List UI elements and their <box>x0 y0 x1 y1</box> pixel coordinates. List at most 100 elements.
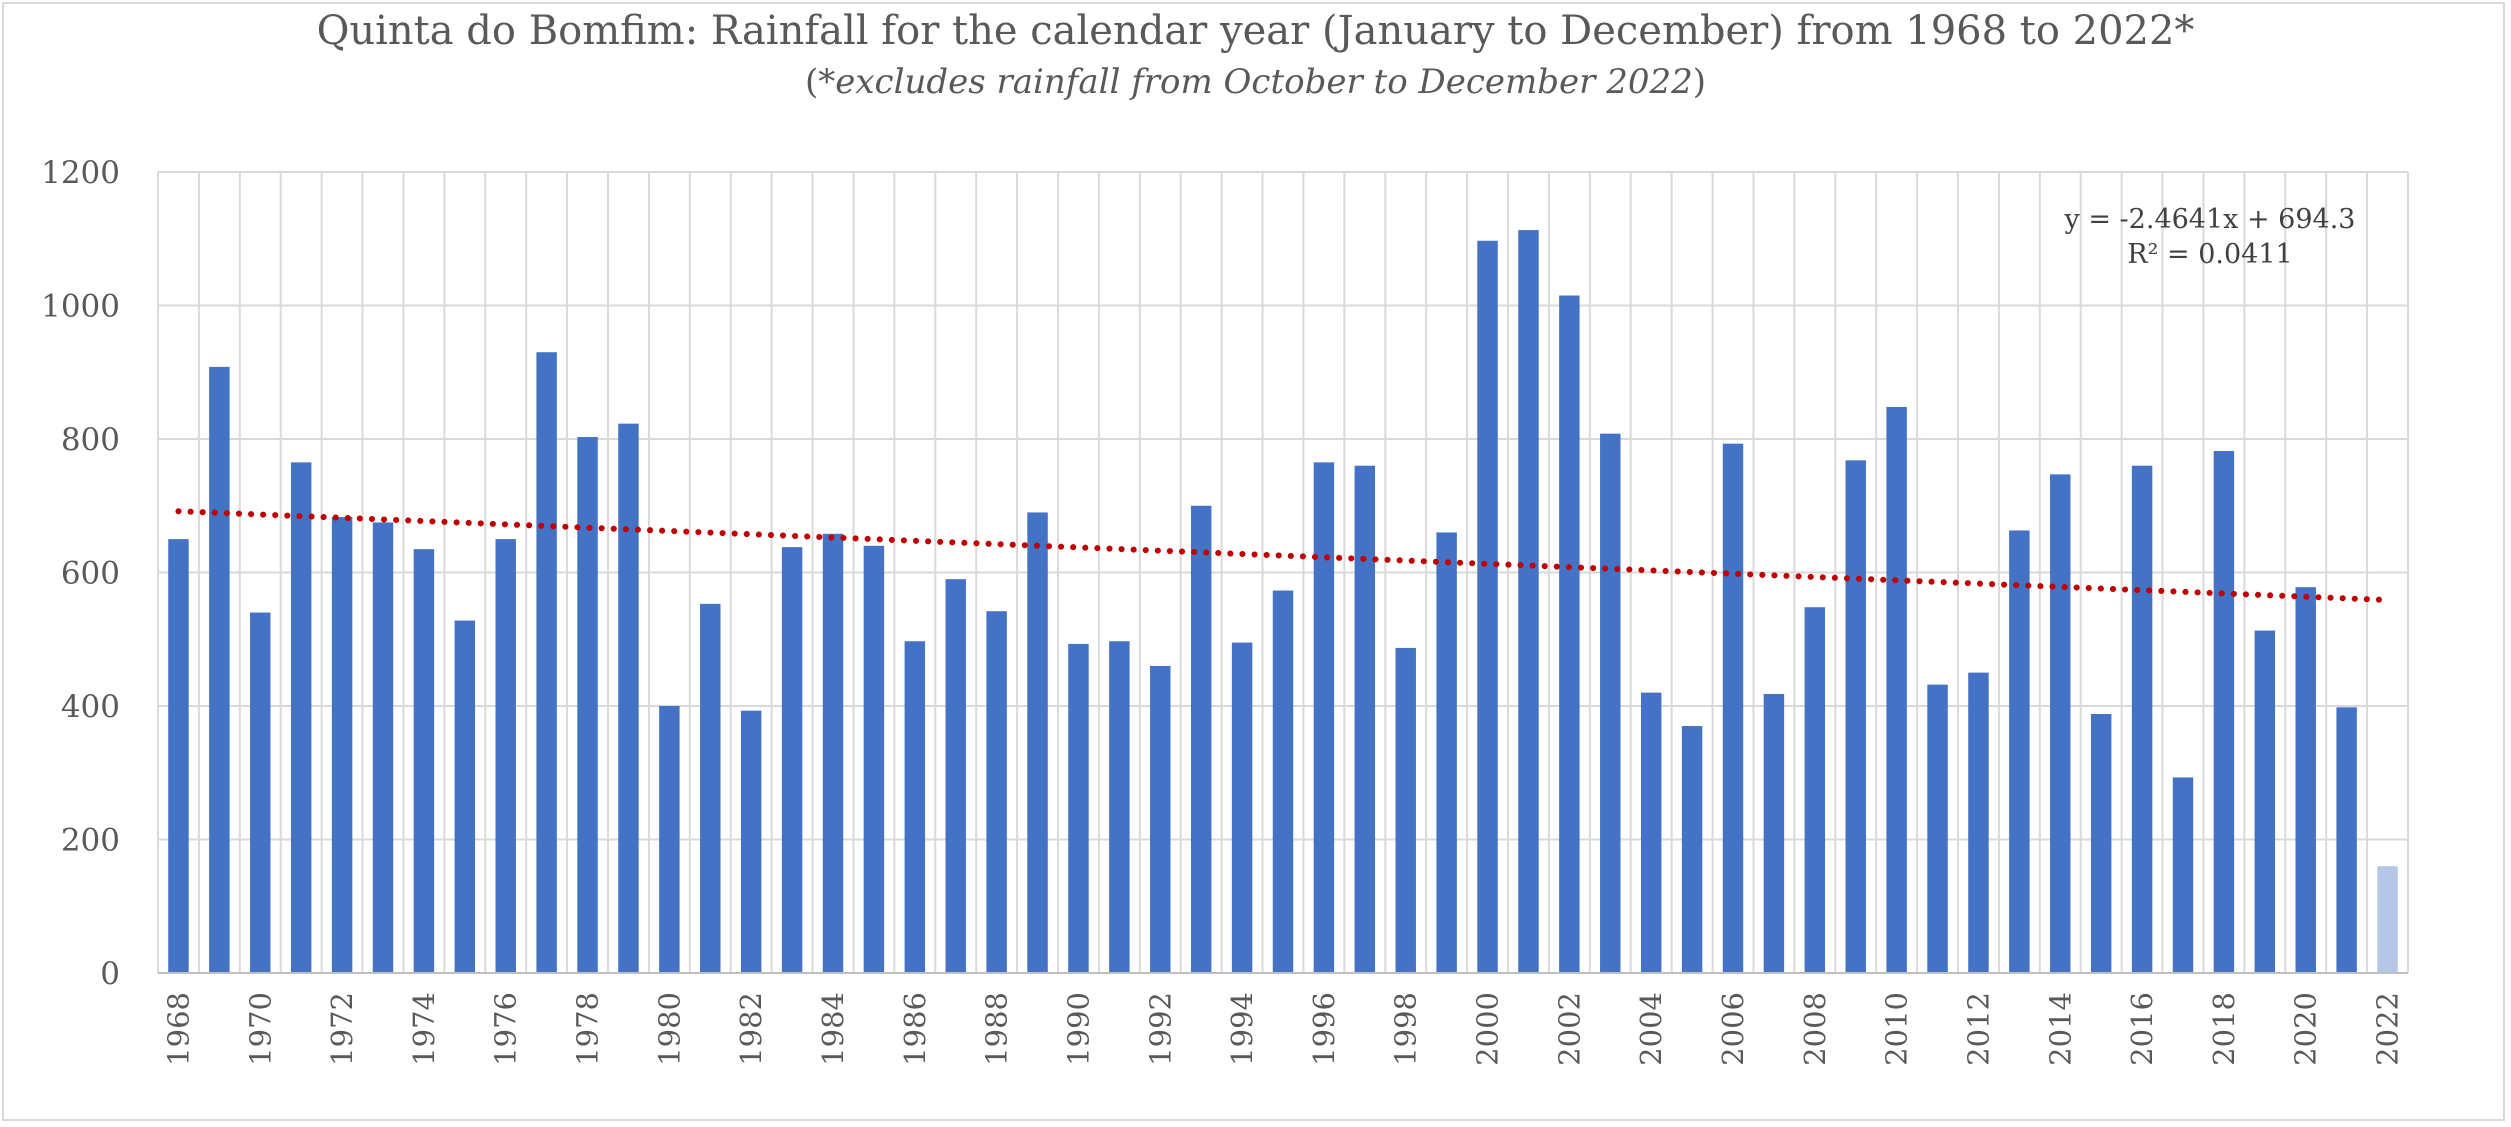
bar-2021 <box>2336 707 2357 973</box>
bar-1979 <box>618 423 639 974</box>
y-tick-label: 1000 <box>41 289 120 325</box>
trendline-r-squared: R² = 0.0411 <box>2127 239 2292 270</box>
bar-2002 <box>1559 295 1580 973</box>
bar-1994 <box>1231 642 1253 973</box>
bar-2016 <box>2131 465 2153 973</box>
bar-1993 <box>1190 505 1212 973</box>
bar-1984 <box>822 533 844 973</box>
x-tick-label: 1970 <box>243 992 277 1066</box>
x-axis-ticks: 1968 1970 1972 1974 1976 1978 1980 1982 1984 1986… <box>161 992 2404 1066</box>
x-tick-label: 2022 <box>2371 992 2405 1066</box>
bar-1980 <box>659 706 680 973</box>
x-tick-label: 1974 <box>407 992 441 1066</box>
bar-1988 <box>986 611 1007 973</box>
bar-1974 <box>413 549 435 973</box>
bar-2003 <box>1600 433 1621 973</box>
bar-1991 <box>1109 641 1130 973</box>
bar-1977 <box>536 352 557 974</box>
x-tick-label: 1972 <box>325 992 359 1066</box>
bar-1996 <box>1313 462 1335 973</box>
bar-1990 <box>1068 643 1089 973</box>
bar-1995 <box>1272 590 1294 973</box>
bar-1975 <box>454 620 476 973</box>
bar-1999 <box>1436 532 1457 973</box>
bar-1970 <box>250 612 271 973</box>
bar-2015 <box>2090 714 2112 973</box>
bar-1973 <box>372 522 394 973</box>
bar-2013 <box>2009 530 2030 973</box>
y-axis-ticks: 0 200 400 600 800 1000 1200 <box>41 155 120 992</box>
chart-title: Quinta do Bomfim: Rainfall for the calen… <box>316 8 2195 54</box>
y-tick-label: 800 <box>61 422 120 458</box>
bar-2008 <box>1804 607 1826 973</box>
bar-2006 <box>1722 443 1744 973</box>
x-tick-label: 2000 <box>1471 992 1505 1066</box>
bar-2009 <box>1845 460 1866 973</box>
bar-1981 <box>700 603 721 973</box>
bar-1987 <box>945 579 966 973</box>
bar-1972 <box>331 517 353 973</box>
x-tick-label: 2002 <box>1552 992 1586 1066</box>
bar-1985 <box>863 545 885 973</box>
x-tick-label: 2006 <box>1716 992 1750 1066</box>
bar-1989 <box>1027 512 1048 973</box>
y-tick-label: 1200 <box>41 155 120 191</box>
bar-2005 <box>1681 726 1703 973</box>
bar-1986 <box>904 641 926 973</box>
bar-2019 <box>2254 630 2276 973</box>
subtitle-open-paren: ( <box>804 62 819 102</box>
x-tick-label: 1982 <box>734 992 768 1066</box>
bar-series <box>168 230 2398 974</box>
x-tick-label: 2014 <box>2043 992 2077 1066</box>
bar-2007 <box>1763 693 1785 973</box>
bar-2004 <box>1640 692 1662 973</box>
y-tick-label: 400 <box>61 689 120 725</box>
x-tick-label: 1994 <box>1225 992 1259 1066</box>
bar-1969 <box>209 366 230 973</box>
bar-1983 <box>781 547 803 973</box>
bar-2022 <box>2377 866 2398 973</box>
x-tick-label: 2020 <box>2289 992 2323 1066</box>
bar-2020 <box>2295 587 2316 973</box>
bar-2014 <box>2050 474 2071 973</box>
bar-1998 <box>1395 647 1416 973</box>
x-tick-label: 2012 <box>1961 992 1995 1066</box>
x-tick-label: 1990 <box>1061 992 1095 1066</box>
bar-2018 <box>2213 451 2235 973</box>
bar-1982 <box>740 710 762 973</box>
chart-subtitle: (*excludes rainfall from October to Dece… <box>0 62 2511 102</box>
bar-2017 <box>2172 777 2194 973</box>
x-tick-label: 1992 <box>1143 992 1177 1066</box>
y-tick-label: 0 <box>100 956 120 992</box>
bar-2001 <box>1518 230 1539 973</box>
bar-2010 <box>1886 406 1907 974</box>
subtitle-italic-text: *excludes rainfall from October to Decem… <box>818 62 1693 102</box>
subtitle-close-paren: ) <box>1692 62 1707 102</box>
x-tick-label: 1988 <box>980 992 1014 1066</box>
x-tick-label: 1986 <box>898 992 932 1066</box>
x-tick-label: 2008 <box>1798 992 1832 1066</box>
gridlines <box>157 171 2409 974</box>
bar-1968 <box>168 539 189 973</box>
x-tick-label: 1968 <box>161 992 195 1066</box>
x-tick-label: 2004 <box>1634 992 1668 1066</box>
y-tick-label: 600 <box>61 556 120 592</box>
bar-1978 <box>577 436 598 973</box>
x-tick-label: 1980 <box>652 992 686 1066</box>
y-tick-label: 200 <box>61 823 120 859</box>
bar-2000 <box>1477 240 1498 973</box>
bar-1992 <box>1150 665 1171 973</box>
x-tick-label: 2018 <box>2207 992 2241 1066</box>
bar-1997 <box>1354 465 1376 973</box>
x-tick-label: 1978 <box>571 992 605 1066</box>
bar-2012 <box>1968 672 1989 973</box>
bar-1971 <box>290 462 312 973</box>
x-tick-label: 1984 <box>816 992 850 1066</box>
x-tick-label: 2016 <box>2125 992 2159 1066</box>
bar-2011 <box>1927 684 1948 973</box>
x-tick-label: 1998 <box>1389 992 1423 1066</box>
x-tick-label: 1976 <box>489 992 523 1066</box>
x-tick-label: 2010 <box>1880 992 1914 1066</box>
